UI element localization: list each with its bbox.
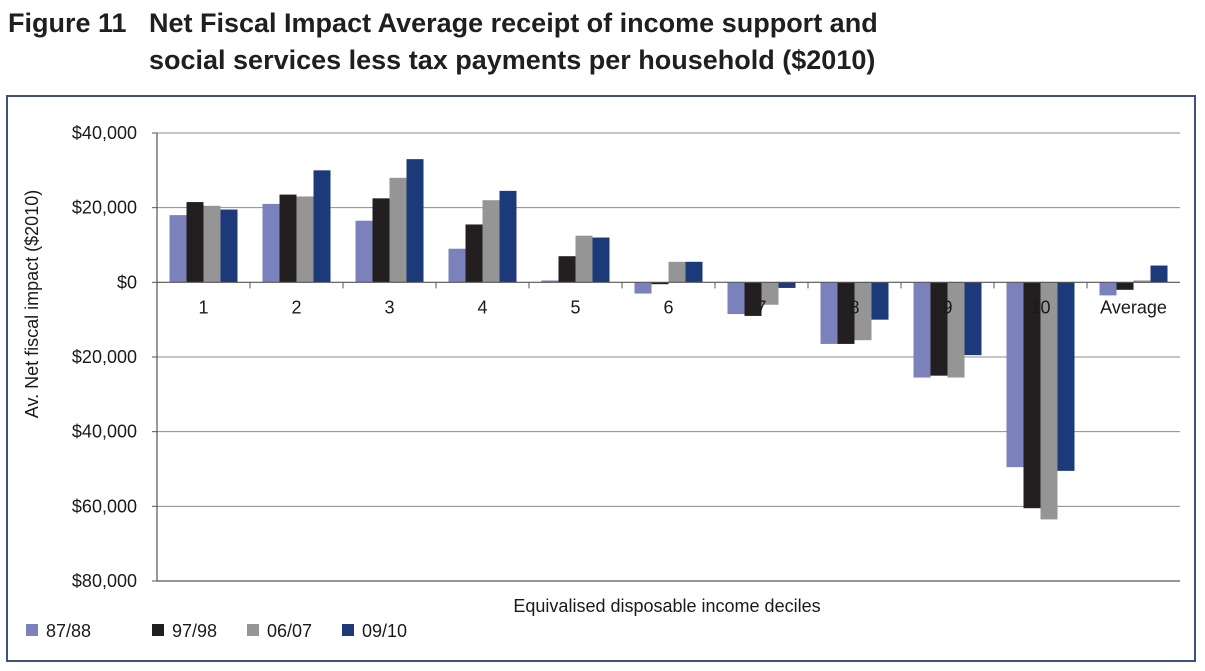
bar-09-10-8 — [871, 282, 889, 320]
bar-87-88-average — [1099, 282, 1117, 296]
category-label: 3 — [384, 297, 394, 317]
bar-87-88-10 — [1006, 282, 1024, 468]
bar-09-10-1 — [220, 209, 238, 283]
category-label: 4 — [477, 297, 487, 317]
bar-97-98-5 — [558, 256, 576, 283]
bars — [169, 159, 1168, 520]
figure-title-text: Net Fiscal Impact Average receipt of inc… — [149, 5, 1149, 79]
legend-swatch-97-98 — [152, 624, 164, 636]
bar-09-10-average — [1150, 265, 1168, 283]
bar-09-10-4 — [499, 190, 517, 283]
legend-label-06-07: 06/07 — [267, 621, 312, 641]
bar-97-98-7 — [744, 282, 762, 316]
category-label: 1 — [198, 297, 208, 317]
bar-06-07-4 — [482, 200, 500, 283]
bar-97-98-4 — [465, 224, 483, 283]
bar-97-98-3 — [372, 198, 390, 283]
legend-label-09-10: 09/10 — [362, 621, 407, 641]
category-label: 2 — [291, 297, 301, 317]
bar-09-10-7 — [778, 282, 796, 288]
legend-swatch-06-07 — [247, 624, 259, 636]
bar-87-88-8 — [820, 282, 838, 344]
bar-87-88-4 — [448, 248, 466, 283]
bar-97-98-9 — [930, 282, 948, 376]
y-tick-label: $80,000 — [72, 571, 137, 591]
y-tick-label: $20,000 — [72, 198, 137, 218]
bar-87-88-7 — [727, 282, 745, 315]
bar-09-10-6 — [685, 261, 703, 283]
bar-87-88-3 — [355, 220, 373, 283]
bar-09-10-2 — [313, 170, 331, 283]
legend-label-87-88: 87/88 — [46, 621, 91, 641]
legend-label-97-98: 97/98 — [172, 621, 217, 641]
bar-06-07-7 — [761, 282, 779, 305]
bar-06-07-average — [1133, 280, 1151, 283]
bar-06-07-10 — [1040, 282, 1058, 520]
bar-87-88-9 — [913, 282, 931, 378]
bar-09-10-3 — [406, 159, 424, 283]
figure-number: Figure 11 — [8, 8, 127, 38]
axes — [152, 132, 1180, 582]
y-tick-labels: $40,000 $20,000 $0 $20,000 $40,000 $60,000 $80… — [72, 123, 137, 591]
y-tick-label: $0 — [117, 272, 137, 292]
bar-06-07-1 — [203, 205, 221, 283]
bar-97-98-1 — [186, 202, 204, 283]
bar-87-88-2 — [262, 203, 280, 283]
bar-97-98-6 — [651, 282, 669, 285]
bar-06-07-8 — [854, 282, 872, 341]
legend: 87/88 97/98 06/07 09/10 — [26, 621, 407, 641]
bar-97-98-2 — [279, 194, 297, 283]
category-label: 6 — [663, 297, 673, 317]
bar-97-98-average — [1116, 282, 1134, 290]
legend-swatch-09-10 — [342, 624, 354, 636]
bar-97-98-10 — [1023, 282, 1041, 509]
bar-06-07-5 — [575, 235, 593, 283]
bar-06-07-2 — [296, 196, 314, 283]
figure-title-line1: Net Fiscal Impact Average receipt of inc… — [149, 8, 878, 38]
category-label: 9 — [942, 297, 952, 317]
category-label: 7 — [756, 297, 766, 317]
category-label: 8 — [849, 297, 859, 317]
bar-06-07-6 — [668, 261, 686, 283]
bar-09-10-10 — [1057, 282, 1075, 471]
category-labels: 1 2 3 4 5 6 7 8 9 10 Average — [198, 297, 1166, 317]
category-label: 10 — [1030, 297, 1050, 317]
bar-87-88-5 — [541, 280, 559, 283]
y-tick-label: $20,000 — [72, 347, 137, 367]
bar-09-10-9 — [964, 282, 982, 356]
bar-06-07-3 — [389, 177, 407, 283]
bar-87-88-1 — [169, 215, 187, 283]
category-label: Average — [1100, 297, 1167, 317]
legend-swatch-87-88 — [26, 624, 38, 636]
y-tick-label: $40,000 — [72, 123, 137, 143]
y-tick-label: $60,000 — [72, 496, 137, 516]
chart-frame — [6, 95, 1196, 662]
x-axis-title: Equivalised disposable income deciles — [513, 596, 820, 616]
bar-97-98-8 — [837, 282, 855, 344]
category-label: 5 — [570, 297, 580, 317]
y-axis-title: Av. Net fiscal impact ($2010) — [22, 190, 42, 418]
bar-06-07-9 — [947, 282, 965, 378]
figure-title-line2: social services less tax payments per ho… — [149, 45, 876, 75]
y-tick-label: $40,000 — [72, 422, 137, 442]
bar-87-88-6 — [634, 282, 652, 294]
bar-09-10-5 — [592, 237, 610, 283]
